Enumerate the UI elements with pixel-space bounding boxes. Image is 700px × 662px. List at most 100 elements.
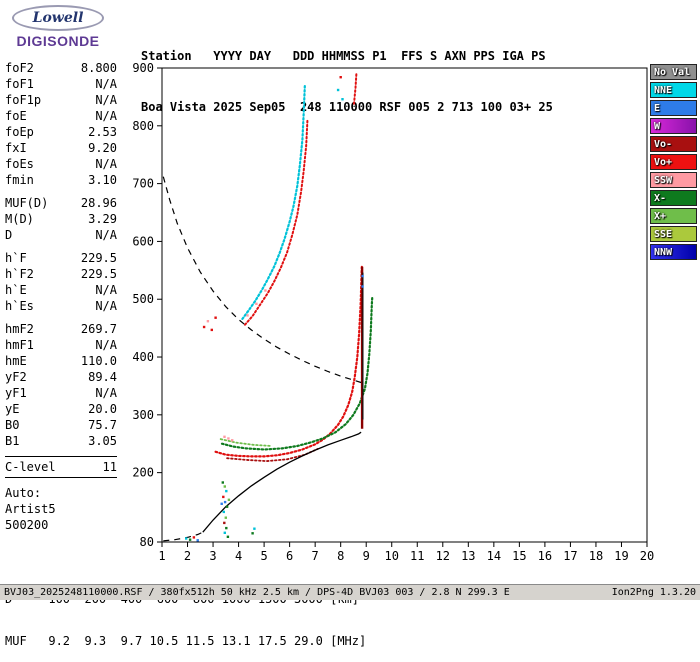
param-group: MUF(D) 28.96 M(D) 3.29 D N/A xyxy=(5,195,117,243)
scatter-echo-dot xyxy=(220,502,223,505)
param-row: M(D) 3.29 xyxy=(5,211,117,227)
legend-label: NNE xyxy=(654,84,673,96)
param-group: h`F 229.5 h`F2 229.5 h`E N/A h`Es N/A xyxy=(5,250,117,314)
trace-x-trace xyxy=(220,295,374,451)
legend-item-no-val: No Val xyxy=(650,64,697,80)
status-program-version: Ion2Png 1.3.20 xyxy=(611,587,696,598)
legend-item-w: W xyxy=(650,118,697,134)
scatter-echo-dot xyxy=(223,521,226,525)
param-label: fxI xyxy=(5,141,27,155)
param-label: yE xyxy=(5,402,20,416)
param-value: N/A xyxy=(95,77,117,91)
legend-item-x+: X+ xyxy=(650,208,697,224)
param-value: N/A xyxy=(95,228,117,242)
param-label: hmF2 xyxy=(5,322,34,336)
scatter-echo-dot xyxy=(185,537,188,540)
param-row: foE N/A xyxy=(5,108,117,124)
scatter-echo-dot xyxy=(246,314,249,317)
param-group: foF2 8.800 foF1 N/A foF1p N/A foE N/A foEp 2.53 fx… xyxy=(5,60,117,188)
legend-label: SSE xyxy=(654,228,673,240)
x-axis-tick-label: 18 xyxy=(589,549,603,563)
y-axis-tick-label: 200 xyxy=(132,466,154,480)
x-axis-tick-label: 19 xyxy=(614,549,628,563)
y-axis-tick-label: 80 xyxy=(140,535,154,549)
param-value: 3.29 xyxy=(88,212,117,226)
param-value: 3.05 xyxy=(88,434,117,448)
scatter-echo-dot xyxy=(255,302,258,305)
param-value: 2.53 xyxy=(88,125,117,139)
scatter-echo-dot xyxy=(264,289,267,292)
param-value: 75.7 xyxy=(88,418,117,432)
param-label: yF1 xyxy=(5,386,27,400)
x-axis-tick-label: 6 xyxy=(286,549,293,563)
scatter-echo-dot xyxy=(223,435,226,438)
param-label: D xyxy=(5,228,13,242)
x-axis-tick-label: 7 xyxy=(312,549,319,563)
scatter-echo-dot xyxy=(225,526,228,530)
scatter-echo-dot xyxy=(227,437,230,440)
y-axis-tick-label: 500 xyxy=(132,292,154,306)
x-axis-tick-label: 12 xyxy=(436,549,450,563)
scatter-echo-dot xyxy=(210,328,213,332)
lowell-digisonde-logo: Lowell DIGISONDE xyxy=(6,5,110,49)
ionogram-chart: 80 200 300 400 500 600 700 800 900 1 2 3 4 5 6 7 8 9 10 11 1… xyxy=(128,61,693,571)
param-row: foF1p N/A xyxy=(5,92,117,108)
param-label: hmE xyxy=(5,354,27,368)
trace-second-hop-nne xyxy=(241,83,306,320)
param-label: h`E xyxy=(5,283,27,297)
param-row: hmF1 N/A xyxy=(5,337,117,353)
param-label: foEp xyxy=(5,125,34,139)
plot-frame xyxy=(161,67,648,543)
trace-second-hop-vo xyxy=(244,117,309,326)
scatter-echo-dot xyxy=(196,539,199,542)
param-label: foE xyxy=(5,109,27,123)
x-axis-tick-label: 11 xyxy=(410,549,424,563)
param-row: foEs N/A xyxy=(5,156,117,172)
logo-product: DIGISONDE xyxy=(16,33,100,49)
param-label: 500200 xyxy=(5,518,49,532)
legend-item-sse: SSE xyxy=(650,226,697,242)
lowell-logo-oval: Lowell xyxy=(12,5,104,31)
status-file-info: BVJ03_2025248110000.RSF / 380fx512h 50 k… xyxy=(4,587,510,598)
scatter-echo-dot xyxy=(192,536,196,539)
param-row: B1 3.05 xyxy=(5,433,117,449)
param-group: hmF2 269.7 hmF1 N/A hmE 110.0 yF2 89.4 yF1 N/A yE 2… xyxy=(5,321,117,449)
param-row: C-level 11 xyxy=(5,459,117,475)
legend-label: E xyxy=(654,102,661,114)
trace-second-hop-cusp xyxy=(353,71,358,105)
param-value: 110.0 xyxy=(80,354,117,368)
param-value: 9.20 xyxy=(88,141,117,155)
x-axis-tick-label: 1 xyxy=(158,549,165,563)
param-label: foEs xyxy=(5,157,34,171)
x-axis-tick-label: 20 xyxy=(640,549,654,563)
x-axis-tick-label: 16 xyxy=(538,549,552,563)
scatter-echo-dot xyxy=(221,481,224,484)
param-group: Auto: Artist5 500200 xyxy=(5,485,117,533)
param-row: h`Es N/A xyxy=(5,298,117,314)
param-label: foF2 xyxy=(5,61,34,75)
scatter-echo-dot xyxy=(231,439,234,442)
param-label: MUF(D) xyxy=(5,196,49,210)
param-row: hmE 110.0 xyxy=(5,353,117,369)
trace-transmission-curve xyxy=(162,176,362,384)
param-row: Auto: xyxy=(5,485,117,501)
param-value: 8.800 xyxy=(80,61,117,75)
param-value: 28.96 xyxy=(80,196,117,210)
scatter-echo-dot xyxy=(226,535,230,538)
param-value: 229.5 xyxy=(80,251,117,265)
param-row: MUF(D) 28.96 xyxy=(5,195,117,211)
trace-x-trace-top xyxy=(219,438,273,447)
legend-label: W xyxy=(654,120,661,132)
x-axis-tick-label: 9 xyxy=(363,549,370,563)
param-label: B1 xyxy=(5,434,20,448)
param-row: yE 20.0 xyxy=(5,401,117,417)
param-value: N/A xyxy=(95,386,117,400)
param-row: foEp 2.53 xyxy=(5,124,117,140)
logo-brand: Lowell xyxy=(32,10,84,26)
status-bar: BVJ03_2025248110000.RSF / 380fx512h 50 k… xyxy=(0,584,700,600)
scatter-echo-dot xyxy=(223,485,226,488)
y-axis-tick-label: 800 xyxy=(132,119,154,133)
trace-profile-start-dashed xyxy=(163,531,204,542)
scatter-echo-dot xyxy=(361,274,364,278)
